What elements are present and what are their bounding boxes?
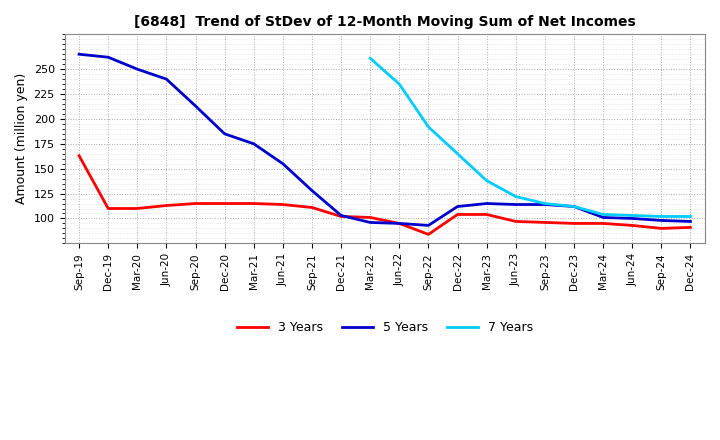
3 Years — [511, 219, 520, 224]
3 Years — [133, 206, 142, 211]
5 Years — [366, 220, 374, 225]
5 Years — [249, 141, 258, 147]
Y-axis label: Amount (million yen): Amount (million yen) — [15, 73, 28, 205]
Line: 7 Years: 7 Years — [370, 58, 690, 216]
3 Years — [395, 221, 404, 226]
3 Years — [482, 212, 491, 217]
5 Years — [133, 66, 142, 72]
3 Years — [75, 153, 84, 158]
3 Years — [279, 202, 287, 207]
3 Years — [628, 223, 636, 228]
5 Years — [337, 213, 346, 218]
3 Years — [366, 215, 374, 220]
7 Years — [424, 124, 433, 129]
7 Years — [657, 214, 666, 219]
7 Years — [395, 81, 404, 87]
5 Years — [104, 55, 112, 60]
5 Years — [599, 215, 608, 220]
3 Years — [337, 214, 346, 219]
7 Years — [366, 55, 374, 61]
5 Years — [424, 223, 433, 228]
3 Years — [307, 205, 316, 210]
5 Years — [75, 51, 84, 57]
5 Years — [279, 161, 287, 166]
3 Years — [541, 220, 549, 225]
7 Years — [453, 151, 462, 156]
3 Years — [162, 203, 171, 208]
3 Years — [104, 206, 112, 211]
7 Years — [570, 204, 578, 209]
5 Years — [511, 202, 520, 207]
5 Years — [570, 204, 578, 209]
Line: 5 Years: 5 Years — [79, 54, 690, 225]
5 Years — [453, 204, 462, 209]
5 Years — [686, 219, 695, 224]
7 Years — [628, 213, 636, 218]
7 Years — [686, 214, 695, 219]
3 Years — [424, 232, 433, 237]
5 Years — [395, 221, 404, 226]
3 Years — [599, 221, 608, 226]
5 Years — [162, 77, 171, 82]
5 Years — [220, 131, 229, 136]
7 Years — [541, 201, 549, 206]
5 Years — [192, 103, 200, 109]
3 Years — [570, 221, 578, 226]
7 Years — [599, 212, 608, 217]
5 Years — [307, 188, 316, 193]
5 Years — [657, 218, 666, 223]
Title: [6848]  Trend of StDev of 12-Month Moving Sum of Net Incomes: [6848] Trend of StDev of 12-Month Moving… — [134, 15, 636, 29]
Legend: 3 Years, 5 Years, 7 Years: 3 Years, 5 Years, 7 Years — [232, 316, 538, 340]
3 Years — [686, 225, 695, 230]
3 Years — [249, 201, 258, 206]
3 Years — [453, 212, 462, 217]
Line: 3 Years: 3 Years — [79, 156, 690, 235]
5 Years — [482, 201, 491, 206]
3 Years — [657, 226, 666, 231]
7 Years — [482, 178, 491, 183]
5 Years — [541, 202, 549, 207]
5 Years — [628, 216, 636, 221]
3 Years — [220, 201, 229, 206]
3 Years — [192, 201, 200, 206]
7 Years — [511, 194, 520, 199]
